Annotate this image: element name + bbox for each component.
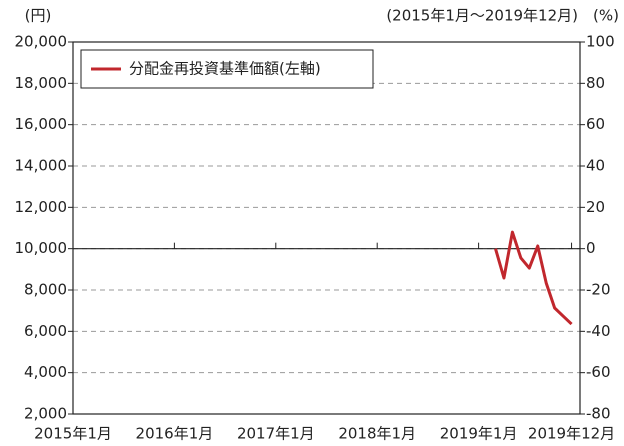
x-tick-label: 2018年1月 [338,425,416,443]
y-tick-label: 2,000 [24,405,67,423]
x-tick-label: 2019年1月 [440,425,518,443]
y-tick-label: 6,000 [24,322,67,340]
x-tick-label: 2017年1月 [237,425,315,443]
plot-frame [72,41,581,415]
period: (2015年1月～2019年12月) [386,7,578,25]
y-tick-label: 10,000 [15,239,68,257]
y2-tick-label: 100 [586,33,615,51]
y-tick-label: 18,000 [15,74,68,92]
y2-tick-label: -80 [586,405,611,423]
y2-tick-label: -60 [586,363,611,381]
y-tick-label: 14,000 [15,157,68,175]
y2-tick-label: 80 [586,74,605,92]
y-tick-label: 8,000 [24,281,67,299]
y-tick-label: 12,000 [15,198,68,216]
y-tick-label: 4,000 [24,363,67,381]
y-unit: (円) [25,7,52,25]
y2-unit: (%) [593,7,619,25]
y2-tick-label: 20 [586,198,605,216]
y2-tick-label: 40 [586,157,605,175]
legend-box [80,49,374,89]
x-tick-label: 2015年1月 [34,425,112,443]
y2-tick-label: -40 [586,322,611,340]
y-tick-label: 20,000 [15,33,68,51]
y2-tick-label: 60 [586,115,605,133]
y-tick-label: 16,000 [15,115,68,133]
legend-label: 分配金再投資基準価額(左軸) [129,60,321,78]
y2-tick-label: 0 [586,239,596,257]
x-tick-label: 2016年1月 [136,425,214,443]
series-line [494,230,573,326]
x-tick-label: 2019年12月 [528,425,615,443]
y2-tick-label: -20 [586,281,611,299]
